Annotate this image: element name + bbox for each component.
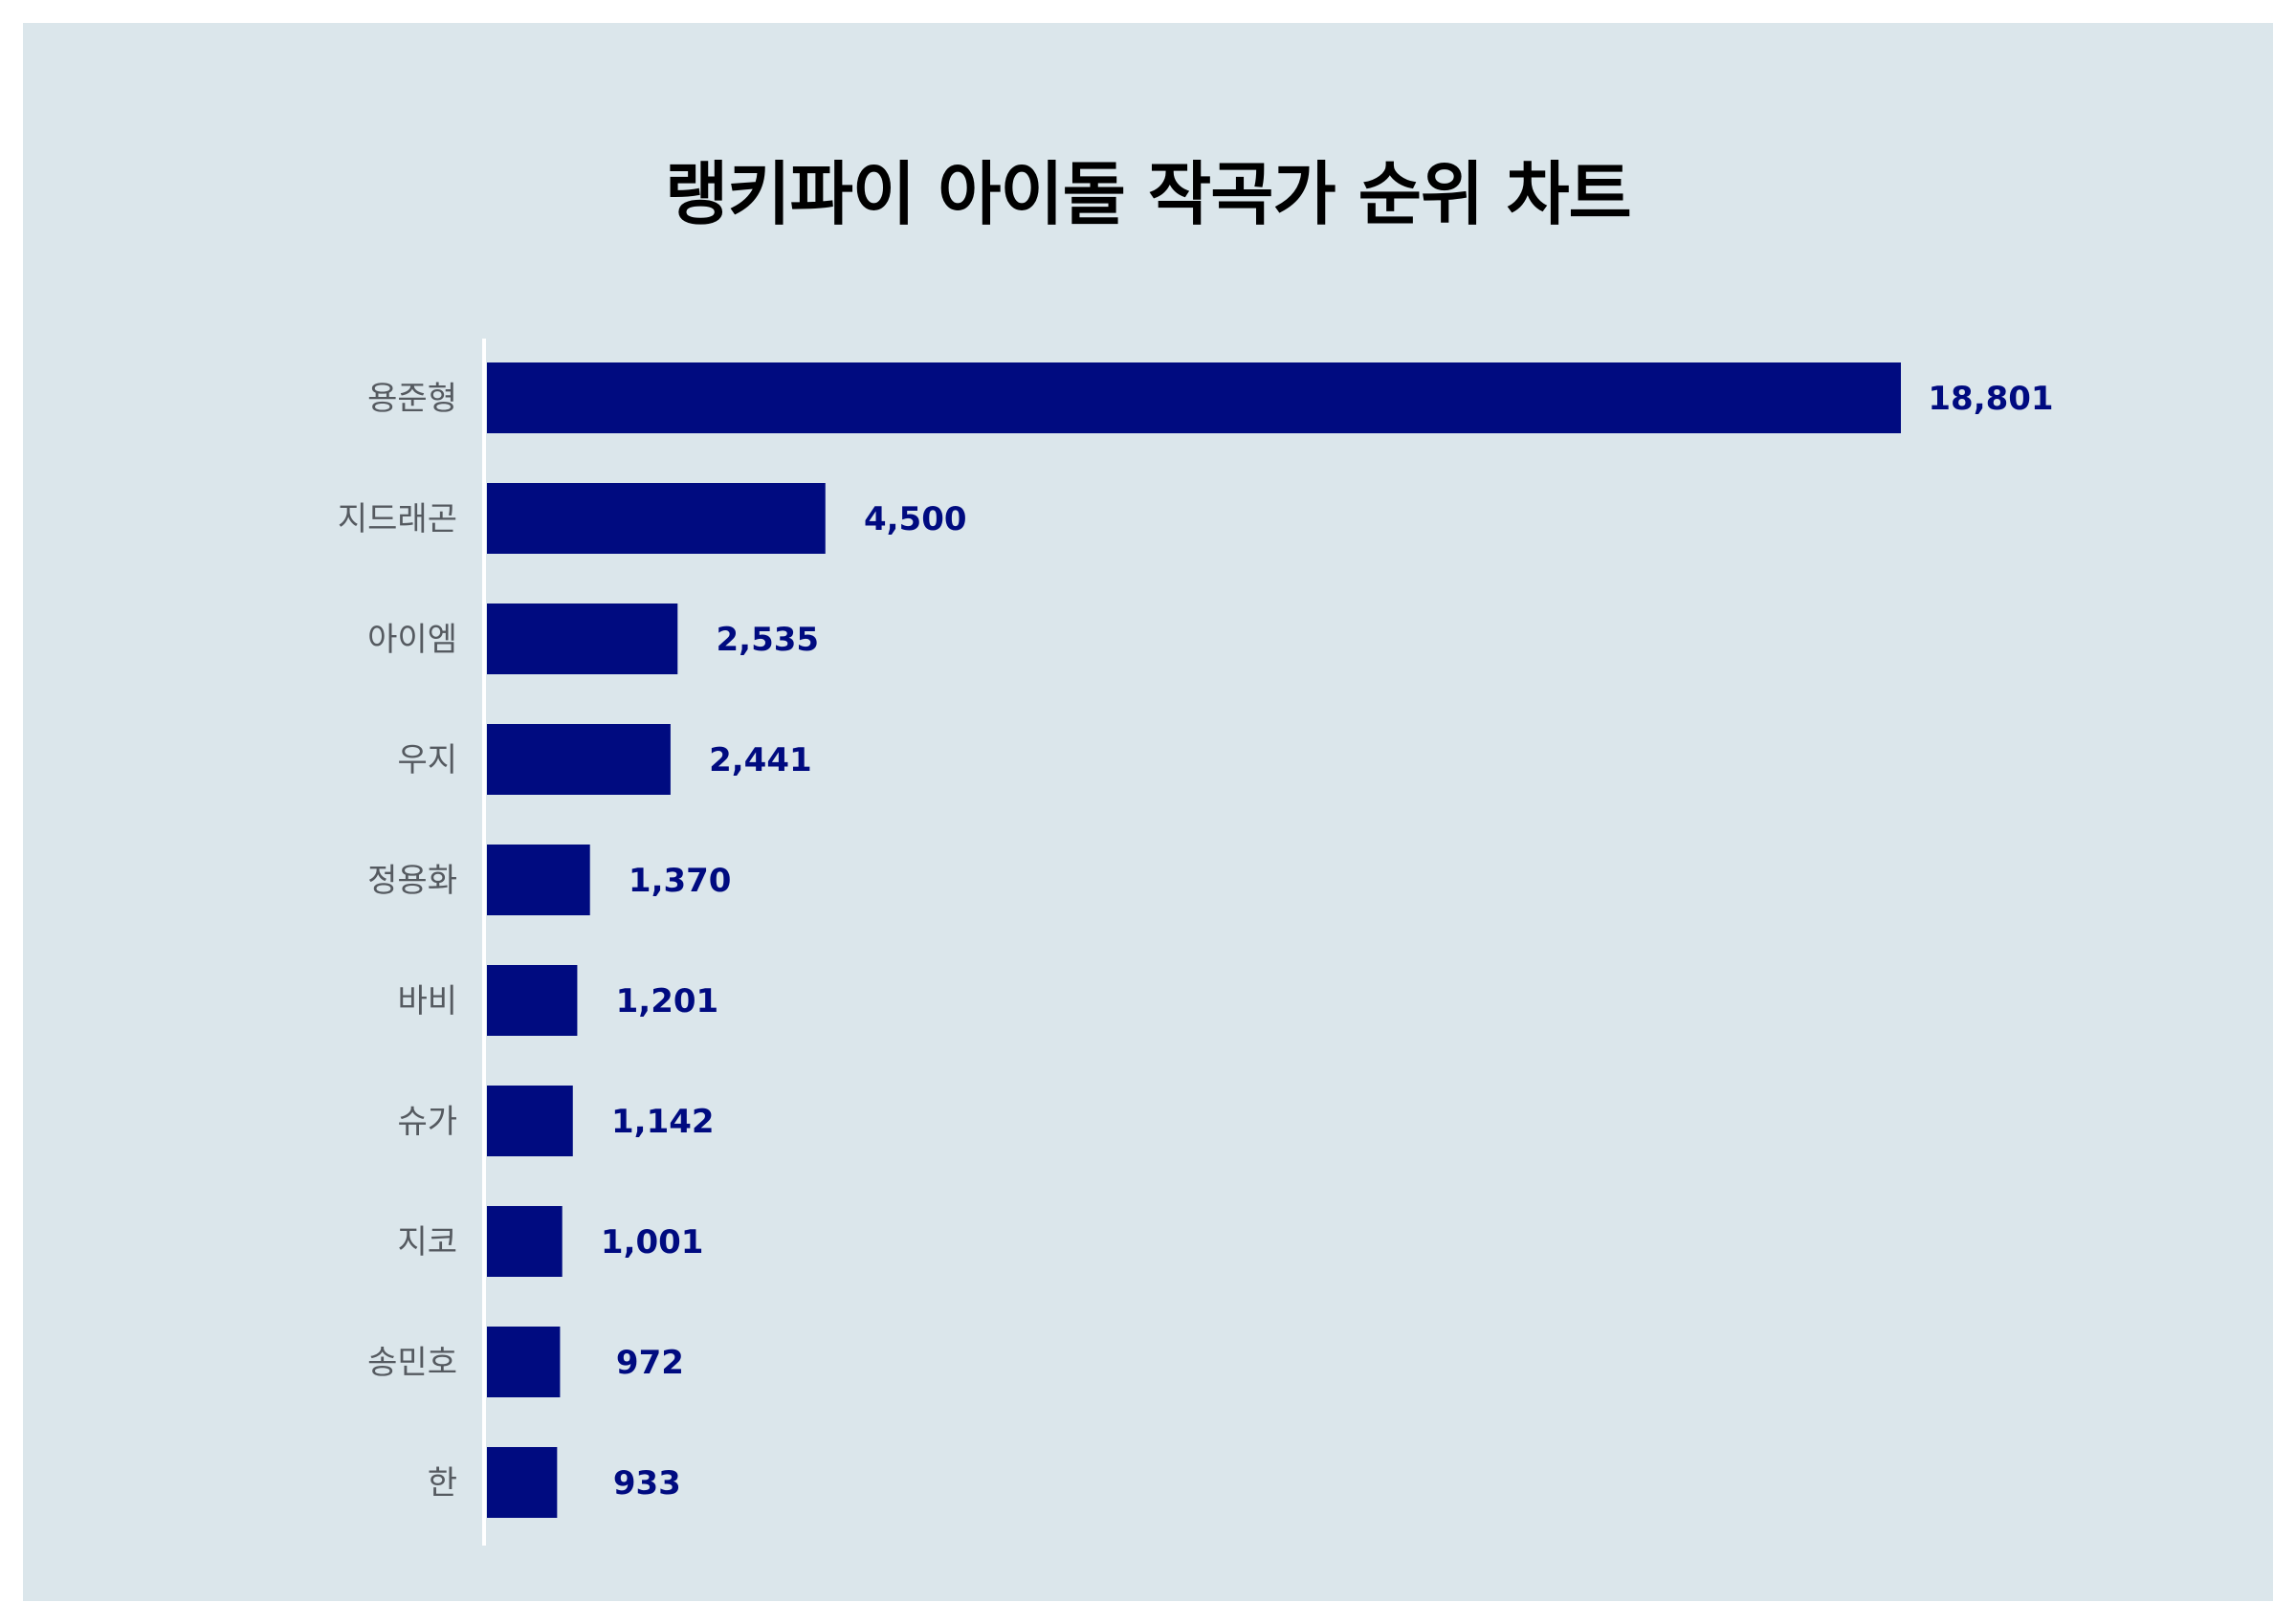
bar xyxy=(487,1206,563,1277)
chart-title: 랭키파이 아이돌 작곡가 순위 차트 xyxy=(665,154,1632,234)
category-label: 아이엠 xyxy=(367,621,457,659)
category-label: 송민호 xyxy=(367,1344,457,1382)
value-label: 972 xyxy=(616,1344,684,1382)
bar xyxy=(487,1086,573,1156)
value-label: 18,801 xyxy=(1928,380,2053,418)
category-label: 바비 xyxy=(397,982,457,1020)
category-label: 한 xyxy=(428,1464,457,1503)
bar xyxy=(487,845,590,915)
bar-chart: 용준형 18,801 지드래곤 4,500 아이엠 2,535 우지 2,441 정용화 1,37… xyxy=(338,339,2054,1546)
category-label: 슈가 xyxy=(397,1103,457,1141)
value-label: 1,201 xyxy=(616,982,719,1020)
category-label: 정용화 xyxy=(367,862,457,900)
bar xyxy=(487,604,678,674)
bar xyxy=(487,362,1901,433)
value-label: 2,535 xyxy=(717,621,820,659)
value-label: 1,001 xyxy=(601,1223,704,1262)
category-label: 지코 xyxy=(397,1223,457,1262)
bar xyxy=(487,483,826,554)
category-label: 용준형 xyxy=(367,380,457,418)
value-label: 4,500 xyxy=(864,500,967,538)
value-label: 2,441 xyxy=(709,741,812,779)
bar xyxy=(487,1447,558,1518)
category-label: 우지 xyxy=(397,741,457,779)
category-label: 지드래곤 xyxy=(338,500,457,538)
chart-panel: 랭키파이 아이돌 작곡가 순위 차트 용준형 18,801 지드래곤 4,500 아이엠… xyxy=(23,23,2273,1601)
bar xyxy=(487,965,578,1036)
bar xyxy=(487,724,671,795)
value-label: 933 xyxy=(613,1464,681,1503)
bar xyxy=(487,1327,561,1397)
value-label: 1,370 xyxy=(629,862,732,900)
value-label: 1,142 xyxy=(611,1103,715,1141)
